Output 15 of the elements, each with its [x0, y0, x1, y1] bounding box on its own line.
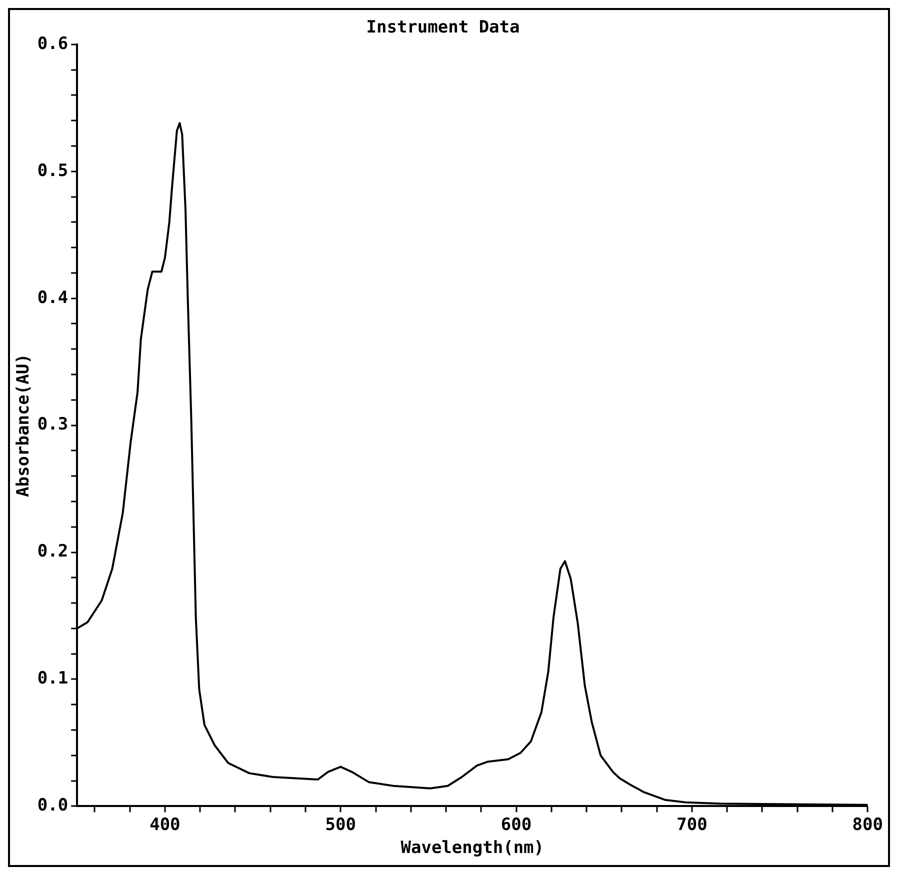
x-tick-label: 400: [150, 814, 180, 835]
y-tick-label: 0.3: [37, 414, 68, 435]
y-tick-label: 0.6: [37, 34, 68, 54]
x-tick-label: 700: [676, 814, 708, 835]
y-tick-label: 0.5: [37, 160, 68, 181]
y-tick-label: 0.4: [37, 288, 68, 308]
chart-title: Instrument Data: [366, 18, 520, 38]
x-tick-label: 600: [500, 814, 532, 835]
y-tick-label: 0.0: [37, 796, 68, 816]
x-axis-title: Wavelength(nm): [400, 838, 544, 858]
x-tick-label: 500: [325, 814, 356, 835]
y-tick-label: 0.1: [37, 668, 68, 689]
y-tick-label: 0.2: [37, 542, 68, 562]
y-axis-title: Absorbance(AU): [14, 354, 34, 497]
x-tick-label: 800: [852, 814, 884, 835]
